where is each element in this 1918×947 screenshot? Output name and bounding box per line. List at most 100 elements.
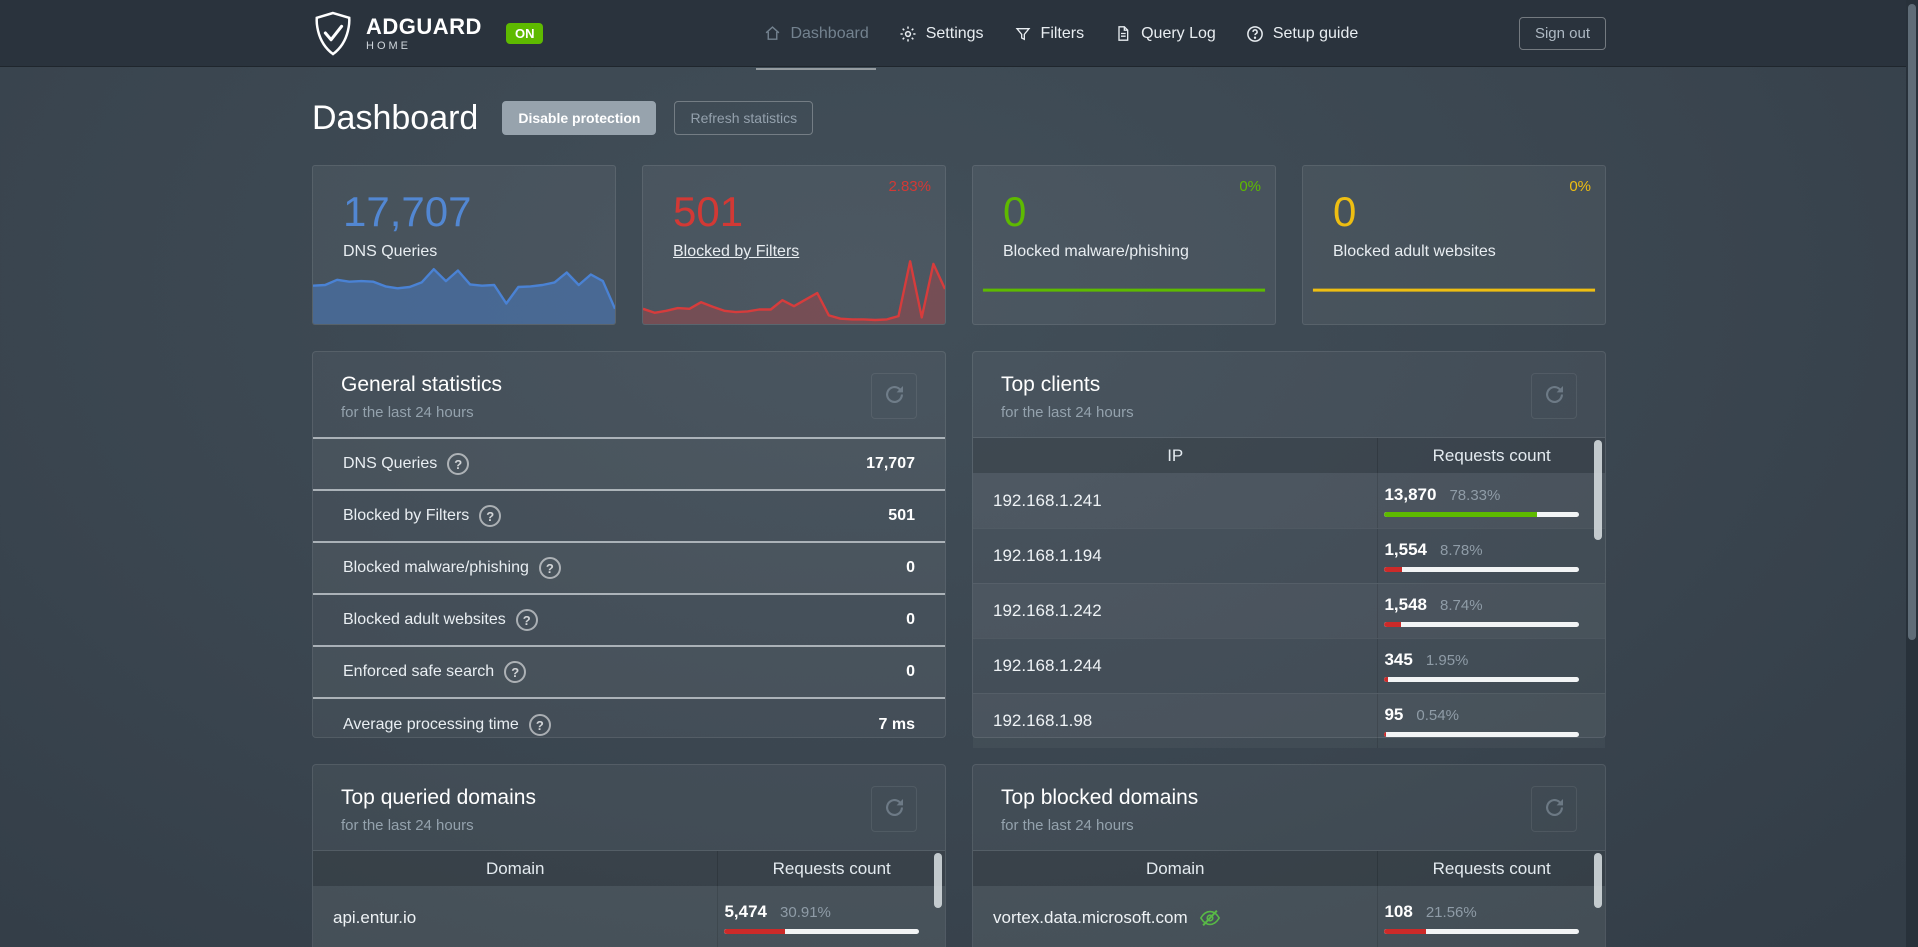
blocked-by-filters-link[interactable]: Blocked by Filters: [673, 243, 800, 261]
shield-logo-icon: [312, 11, 354, 57]
request-percent: 78.33%: [1449, 486, 1501, 504]
table-row[interactable]: vortex.data.microsoft.com 108 21.56%: [973, 886, 1605, 947]
panel-title: Top queried domains: [341, 786, 536, 809]
filter-icon: [1014, 25, 1032, 43]
column-header-requests[interactable]: Requests count: [1377, 851, 1605, 886]
refresh-icon: [885, 386, 903, 406]
refresh-panel-button[interactable]: [871, 786, 917, 832]
query-log-icon: [1114, 25, 1132, 43]
help-icon[interactable]: ?: [515, 609, 538, 631]
refresh-panel-button[interactable]: [1531, 373, 1577, 419]
client-ip: 192.168.1.242: [993, 601, 1102, 620]
page-head: Dashboard Disable protection Refresh sta…: [312, 97, 1606, 139]
nav-item-filters[interactable]: Filters: [999, 0, 1100, 67]
refresh-panel-button[interactable]: [871, 373, 917, 419]
page-scrollbar[interactable]: [1906, 0, 1918, 947]
nav-item-query-log[interactable]: Query Log: [1099, 0, 1231, 67]
table-scrollbar[interactable]: [1594, 853, 1602, 908]
refresh-panel-button[interactable]: [1531, 786, 1577, 832]
sign-out-button[interactable]: Sign out: [1518, 17, 1606, 50]
card-value: 501: [673, 188, 744, 235]
panel-subtitle: for the last 24 hours: [341, 817, 474, 834]
table-row[interactable]: 192.168.1.98 95 0.54%: [973, 693, 1605, 748]
change-badge: 0%: [1569, 178, 1591, 195]
stat-row: Average processing time? 7 ms: [313, 699, 945, 751]
stat-row: Blocked by Filters? 501: [313, 491, 945, 543]
unblock-eye-off-icon[interactable]: [1198, 907, 1222, 929]
page-scrollbar-thumb[interactable]: [1908, 4, 1916, 640]
page-title: Dashboard: [312, 98, 479, 137]
progress-bar: [1384, 677, 1579, 682]
progress-bar: [1384, 622, 1579, 627]
card-label: Blocked malware/phishing: [1003, 243, 1189, 261]
column-header-domain[interactable]: Domain: [1145, 858, 1205, 878]
card-label: Blocked adult websites: [1333, 243, 1496, 261]
summary-cards: 17,707 DNS Queries 2.83% 501 Blocked by …: [312, 165, 1606, 325]
card-value: 17,707: [343, 188, 472, 235]
progress-bar: [1384, 928, 1579, 934]
table-header: IP Requests count: [973, 438, 1605, 473]
help-icon[interactable]: ?: [528, 714, 551, 736]
blocked-malware-sparkline: [982, 288, 1266, 292]
help-icon[interactable]: ?: [447, 453, 470, 475]
request-count: 13,870: [1384, 484, 1437, 504]
nav-item-settings[interactable]: Settings: [884, 0, 999, 67]
top-queried-domains-table: Domain Requests count api.entur.io 5,474…: [313, 850, 945, 947]
stat-value: 0: [906, 611, 915, 628]
table-row[interactable]: 192.168.1.241 13,870 78.33%: [973, 473, 1605, 528]
top-clients-panel: Top clients for the last 24 hours IP Req…: [972, 351, 1606, 748]
request-count: 95: [1384, 705, 1404, 724]
request-count: 108: [1384, 901, 1413, 921]
table-scrollbar[interactable]: [1594, 440, 1602, 540]
request-count: 1,554: [1384, 540, 1428, 559]
summary-card-blocked-filters: 2.83% 501 Blocked by Filters: [642, 165, 946, 325]
summary-card-blocked-adult: 0% 0 Blocked adult websites: [1302, 165, 1606, 325]
blocked-filters-sparkline: [643, 260, 945, 324]
nav-item-setup-guide[interactable]: Setup guide: [1231, 0, 1373, 67]
stat-row: DNS Queries? 17,707: [313, 439, 945, 491]
progress-bar: [1384, 732, 1579, 737]
table-header: Domain Requests count: [313, 851, 945, 886]
table-row[interactable]: 192.168.1.194 1,554 8.78%: [973, 528, 1605, 583]
panel-subtitle: for the last 24 hours: [1001, 404, 1134, 421]
help-icon[interactable]: ?: [504, 661, 527, 683]
top-blocked-domains-table: Domain Requests count vortex.data.micros…: [973, 850, 1605, 947]
stat-row: Enforced safe search? 0: [313, 647, 945, 699]
stat-value: 0: [906, 663, 915, 680]
main-nav: Dashboard Settings Filters: [748, 0, 1373, 70]
column-header-requests[interactable]: Requests count: [1377, 438, 1605, 473]
client-ip: 192.168.1.98: [993, 711, 1093, 730]
top-queried-domains-panel: Top queried domains for the last 24 hour…: [312, 764, 946, 947]
progress-bar: [1384, 511, 1579, 517]
table-row[interactable]: 192.168.1.244 345 1.95%: [973, 638, 1605, 693]
brand-subtitle: HOME: [366, 39, 411, 52]
column-header-domain[interactable]: Domain: [485, 858, 545, 878]
adguard-logo[interactable]: ADGUARD HOME ON: [312, 11, 544, 57]
top-clients-table: IP Requests count 192.168.1.241 13,870 78…: [973, 437, 1605, 748]
home-icon: [763, 25, 781, 43]
table-scrollbar[interactable]: [934, 853, 942, 908]
table-row[interactable]: 192.168.1.242 1,548 8.74%: [973, 583, 1605, 638]
stat-value: 0: [906, 559, 915, 576]
client-ip: 192.168.1.194: [993, 546, 1102, 565]
help-icon[interactable]: ?: [538, 557, 561, 579]
card-value: 0: [1003, 188, 1027, 235]
request-percent: 0.54%: [1416, 707, 1459, 724]
app-header: ADGUARD HOME ON Dashboard Settings: [0, 0, 1918, 70]
help-icon[interactable]: ?: [479, 505, 502, 527]
panel-subtitle: for the last 24 hours: [1001, 817, 1134, 834]
refresh-statistics-button[interactable]: Refresh statistics: [674, 101, 814, 135]
stat-value: 7 ms: [878, 716, 915, 733]
request-count: 345: [1384, 650, 1413, 669]
column-header-ip[interactable]: IP: [1167, 445, 1184, 465]
request-percent: 1.95%: [1425, 652, 1469, 669]
table-row[interactable]: api.entur.io 5,474 30.91%: [313, 886, 945, 947]
column-header-requests[interactable]: Requests count: [717, 851, 945, 886]
change-badge: 2.83%: [888, 178, 931, 195]
top-blocked-domains-panel: Top blocked domains for the last 24 hour…: [972, 764, 1606, 947]
table-header: Domain Requests count: [973, 851, 1605, 886]
nav-item-dashboard[interactable]: Dashboard: [748, 0, 883, 70]
disable-protection-button[interactable]: Disable protection: [502, 101, 657, 135]
refresh-icon: [1545, 799, 1563, 819]
card-value: 0: [1333, 188, 1357, 235]
